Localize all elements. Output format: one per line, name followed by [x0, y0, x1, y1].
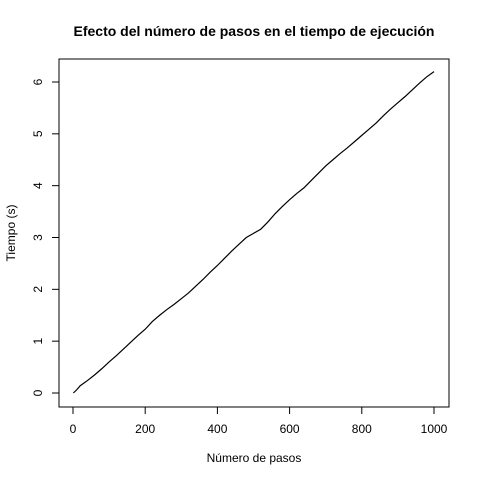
y-tick-label: 5: [31, 130, 45, 137]
y-tick-label: 0: [31, 389, 45, 396]
y-axis: 0 1 2 3 4 5 6: [31, 78, 60, 396]
y-axis-label: Tiempo (s): [4, 205, 18, 262]
y-tick-label: 1: [31, 338, 45, 345]
y-tick-label: 6: [31, 78, 45, 85]
x-tick-label: 200: [135, 422, 155, 436]
x-tick-label: 1000: [421, 422, 448, 436]
x-tick-label: 0: [70, 422, 77, 436]
y-tick-label: 3: [31, 234, 45, 241]
x-axis: 0 200 400 600 800 1000: [70, 406, 448, 436]
x-tick-label: 600: [280, 422, 300, 436]
chart-title: Efecto del número de pasos en el tiempo …: [74, 23, 435, 39]
x-tick-label: 400: [207, 422, 227, 436]
y-tick-label: 4: [31, 182, 45, 189]
x-tick-label: 800: [352, 422, 372, 436]
y-tick-label: 2: [31, 286, 45, 293]
series-line: [72, 71, 435, 394]
x-axis-label: Número de pasos: [207, 451, 302, 465]
